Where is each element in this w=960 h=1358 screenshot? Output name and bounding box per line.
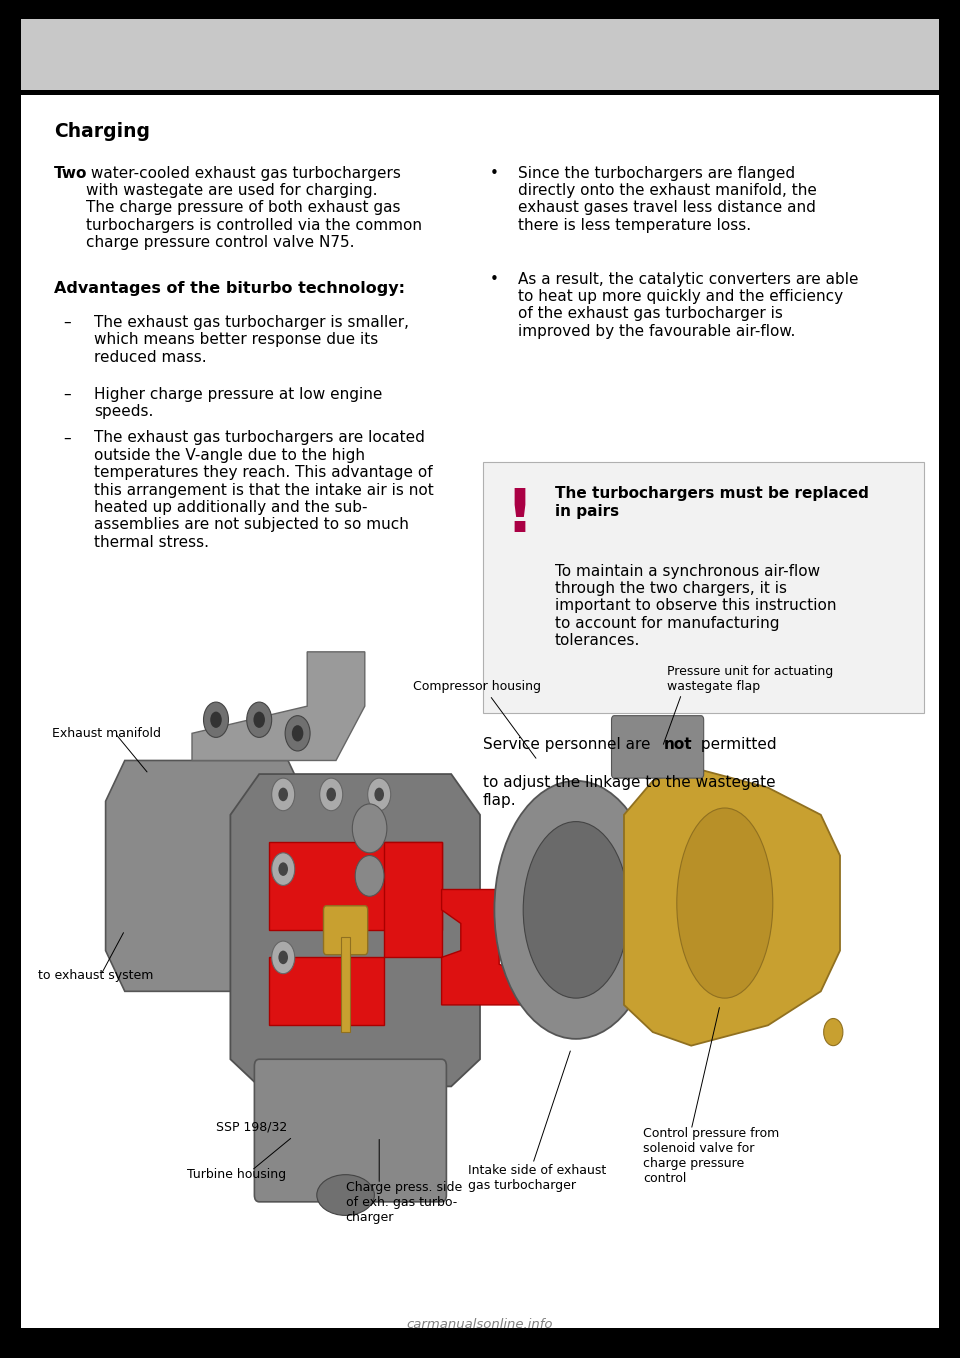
Circle shape (278, 788, 288, 801)
Circle shape (272, 778, 295, 811)
Circle shape (247, 702, 272, 737)
Text: permitted: permitted (696, 737, 777, 752)
Text: Advantages of the biturbo technology:: Advantages of the biturbo technology: (54, 281, 405, 296)
FancyBboxPatch shape (341, 937, 350, 1032)
Circle shape (320, 778, 343, 811)
Circle shape (253, 712, 265, 728)
Text: !: ! (505, 486, 534, 545)
Circle shape (355, 856, 384, 896)
Text: –: – (63, 387, 71, 402)
Circle shape (272, 941, 295, 974)
FancyBboxPatch shape (254, 1059, 446, 1202)
Text: Higher charge pressure at low engine
speeds.: Higher charge pressure at low engine spe… (94, 387, 382, 420)
Circle shape (824, 1018, 843, 1046)
Text: not: not (663, 737, 692, 752)
Text: Charge press. side
of exh. gas turbo-
charger: Charge press. side of exh. gas turbo- ch… (346, 1181, 462, 1225)
Text: Service personnel are: Service personnel are (483, 737, 656, 752)
Circle shape (204, 702, 228, 737)
FancyBboxPatch shape (269, 957, 384, 1025)
Text: water-cooled exhaust gas turbochargers
with wastegate are used for charging.
The: water-cooled exhaust gas turbochargers w… (86, 166, 422, 250)
Polygon shape (192, 652, 365, 760)
Text: Compressor housing: Compressor housing (413, 679, 540, 693)
FancyBboxPatch shape (324, 906, 368, 955)
Text: to exhaust system: to exhaust system (38, 968, 154, 982)
Circle shape (210, 712, 222, 728)
Circle shape (352, 804, 387, 853)
Ellipse shape (677, 808, 773, 998)
Text: Control pressure from
solenoid valve for
charge pressure
control: Control pressure from solenoid valve for… (643, 1127, 780, 1186)
Text: •: • (490, 272, 498, 287)
Text: carmanualsonline.info: carmanualsonline.info (407, 1317, 553, 1331)
Text: Intake side of exhaust
gas turbocharger: Intake side of exhaust gas turbocharger (468, 1164, 607, 1192)
Text: As a result, the catalytic converters are able
to heat up more quickly and the e: As a result, the catalytic converters ar… (518, 272, 859, 338)
Text: Exhaust manifold: Exhaust manifold (52, 727, 161, 740)
Text: The exhaust gas turbochargers are located
outside the V-angle due to the high
te: The exhaust gas turbochargers are locate… (94, 430, 434, 550)
Circle shape (326, 788, 336, 801)
FancyBboxPatch shape (612, 716, 704, 778)
Circle shape (278, 951, 288, 964)
Text: To maintain a synchronous air-flow
through the two chargers, it is
important to : To maintain a synchronous air-flow throu… (555, 564, 836, 648)
Text: The exhaust gas turbocharger is smaller,
which means better response due its
red: The exhaust gas turbocharger is smaller,… (94, 315, 409, 365)
FancyBboxPatch shape (269, 842, 442, 930)
Text: to adjust the linkage to the wastegate
flap.: to adjust the linkage to the wastegate f… (483, 775, 776, 808)
Text: The turbochargers must be replaced
in pairs: The turbochargers must be replaced in pa… (555, 486, 869, 519)
Circle shape (278, 862, 288, 876)
FancyBboxPatch shape (483, 462, 924, 713)
Polygon shape (442, 889, 528, 1005)
Text: Pressure unit for actuating
wastegate flap: Pressure unit for actuating wastegate fl… (667, 664, 833, 693)
Text: SSP 198/32: SSP 198/32 (216, 1120, 287, 1134)
Text: •: • (490, 166, 498, 181)
Ellipse shape (494, 781, 658, 1039)
Text: –: – (63, 430, 71, 445)
Ellipse shape (523, 822, 629, 998)
Polygon shape (106, 760, 307, 991)
Circle shape (292, 725, 303, 741)
Text: Turbine housing: Turbine housing (187, 1168, 286, 1181)
Text: Charging: Charging (54, 122, 150, 141)
Polygon shape (230, 774, 480, 1086)
Text: Two: Two (54, 166, 87, 181)
FancyBboxPatch shape (384, 842, 442, 957)
Ellipse shape (317, 1175, 374, 1215)
Circle shape (272, 853, 295, 885)
Polygon shape (624, 767, 840, 1046)
Text: –: – (63, 315, 71, 330)
Circle shape (368, 778, 391, 811)
FancyBboxPatch shape (21, 95, 939, 1328)
Circle shape (285, 716, 310, 751)
Circle shape (374, 788, 384, 801)
FancyBboxPatch shape (21, 19, 939, 90)
Text: Since the turbochargers are flanged
directly onto the exhaust manifold, the
exha: Since the turbochargers are flanged dire… (518, 166, 817, 232)
